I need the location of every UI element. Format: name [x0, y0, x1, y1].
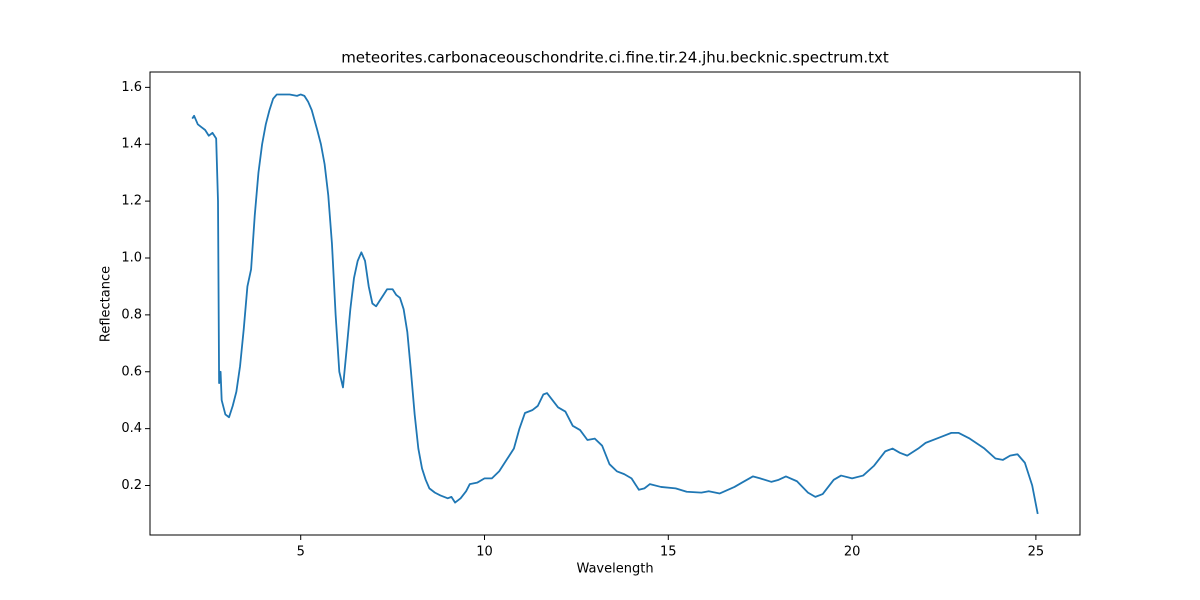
spectrum-line [191, 93, 1039, 515]
y-tick-label: 0.2 [121, 478, 142, 493]
x-axis-label: Wavelength [576, 562, 653, 577]
x-tick-label: 25 [1028, 545, 1045, 560]
y-axis-label: Reflectance [99, 266, 114, 342]
y-tick-label: 1.2 [121, 194, 142, 209]
y-tick-label: 0.8 [121, 307, 142, 322]
y-tick-label: 0.4 [121, 421, 142, 436]
chart-title: meteorites.carbonaceouschondrite.ci.fine… [341, 49, 889, 67]
x-tick-label: 15 [660, 545, 677, 560]
y-tick-label: 0.6 [121, 364, 142, 379]
x-tick-label: 10 [476, 545, 493, 560]
y-tick-label: 1.6 [121, 80, 142, 95]
x-tick-label: 20 [844, 545, 861, 560]
y-tick-label: 1.4 [121, 137, 142, 152]
x-tick-label: 5 [297, 545, 305, 560]
plot-frame [149, 71, 1081, 536]
y-tick-label: 1.0 [121, 250, 142, 265]
